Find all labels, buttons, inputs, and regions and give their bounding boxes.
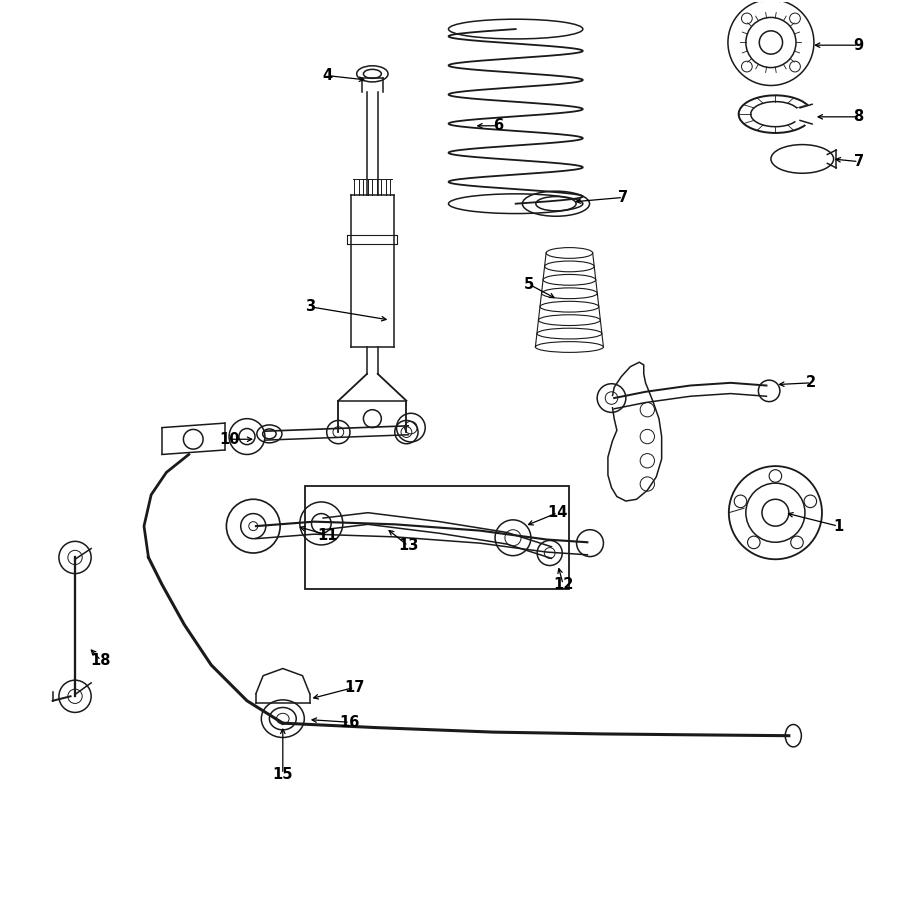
Text: 9: 9 bbox=[854, 38, 864, 53]
Text: 2: 2 bbox=[806, 375, 816, 391]
Text: 5: 5 bbox=[524, 277, 535, 292]
Bar bbox=[305, 486, 570, 589]
Text: 10: 10 bbox=[219, 432, 239, 446]
Text: 3: 3 bbox=[305, 299, 315, 314]
Text: 13: 13 bbox=[398, 538, 418, 554]
Text: 6: 6 bbox=[492, 118, 503, 133]
Text: 11: 11 bbox=[318, 527, 338, 543]
Text: 8: 8 bbox=[854, 109, 864, 124]
Text: 14: 14 bbox=[547, 505, 568, 520]
Text: 7: 7 bbox=[854, 154, 864, 169]
Text: 1: 1 bbox=[833, 518, 843, 534]
Text: 15: 15 bbox=[273, 767, 293, 782]
Text: 18: 18 bbox=[91, 653, 111, 668]
Text: 17: 17 bbox=[344, 680, 365, 695]
Text: 12: 12 bbox=[553, 577, 573, 592]
Text: 16: 16 bbox=[340, 715, 361, 730]
Text: 7: 7 bbox=[618, 190, 628, 205]
Text: 4: 4 bbox=[323, 68, 333, 83]
